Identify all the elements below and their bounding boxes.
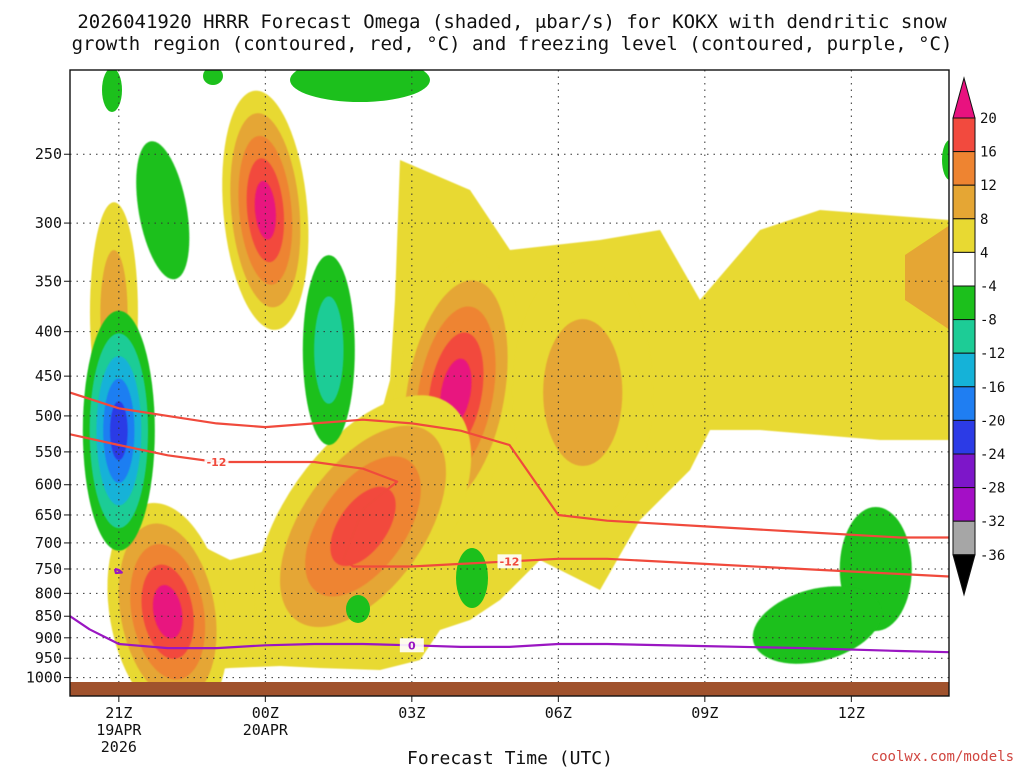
y-tick-label: 800 bbox=[35, 584, 62, 602]
omega-rising-band bbox=[152, 585, 183, 639]
contour-line-1 bbox=[70, 391, 949, 539]
colorbar-label: -8 bbox=[980, 313, 997, 329]
colorbar-label: -16 bbox=[980, 380, 1005, 396]
x-tick-label: 20APR bbox=[243, 721, 289, 739]
x-tick-label: 12Z bbox=[838, 704, 865, 722]
colorbar-swatch bbox=[952, 319, 976, 354]
colorbar-label: 8 bbox=[980, 212, 988, 228]
y-tick-label: 450 bbox=[35, 367, 62, 385]
contour-label: 0 bbox=[408, 639, 416, 652]
plot-frame bbox=[69, 69, 950, 697]
x-tick-label: 2026 bbox=[101, 738, 137, 756]
y-tick-label: 750 bbox=[35, 560, 62, 578]
x-tick-label: 00Z bbox=[252, 704, 279, 722]
contour-label: -12 bbox=[500, 555, 520, 568]
colorbar-swatch bbox=[952, 76, 976, 119]
y-tick-label: 600 bbox=[35, 476, 62, 494]
colorbar-swatch bbox=[952, 419, 976, 455]
colorbar-swatch bbox=[952, 453, 976, 489]
positive-omega-edge-area bbox=[905, 225, 949, 330]
omega-sinking-band bbox=[456, 548, 488, 608]
credit-text: coolwx.com/models bbox=[871, 749, 1014, 765]
colorbar-label: 16 bbox=[980, 145, 997, 161]
x-tick-label: 09Z bbox=[691, 704, 718, 722]
colorbar-label: -36 bbox=[980, 548, 1005, 564]
colorbar-swatch bbox=[952, 487, 976, 522]
contour-label-bg bbox=[399, 638, 424, 653]
colorbar-swatch bbox=[952, 184, 976, 220]
omega-sinking-band bbox=[752, 586, 882, 664]
colorbar-label: 12 bbox=[980, 178, 997, 194]
colorbar-swatch bbox=[952, 520, 976, 556]
colorbar-label: -20 bbox=[980, 413, 1005, 429]
x-tick-label: 06Z bbox=[545, 704, 572, 722]
x-tick-label: 21Z bbox=[105, 704, 132, 722]
omega-sinking-band bbox=[136, 141, 190, 280]
omega-rising-band bbox=[543, 319, 623, 467]
omega-rising-band bbox=[254, 180, 276, 240]
x-tick-label: 19APR bbox=[96, 721, 142, 739]
chart-title-line-1: 2026041920 HRRR Forecast Omega (shaded, … bbox=[77, 11, 947, 33]
y-tick-label: 900 bbox=[35, 629, 62, 647]
colorbar-label: -12 bbox=[980, 346, 1005, 362]
grid-lines bbox=[70, 70, 949, 696]
colorbar-swatch bbox=[952, 352, 976, 388]
chart-title-line-2: growth region (contoured, red, °C) and f… bbox=[72, 33, 953, 55]
x-axis-title: Forecast Time (UTC) bbox=[407, 748, 613, 768]
y-tick-label: 850 bbox=[35, 607, 62, 625]
colorbar-label: -24 bbox=[980, 447, 1005, 463]
contour-label-bg bbox=[497, 554, 522, 569]
omega-sinking-band bbox=[290, 70, 430, 102]
y-axis-ticks: 250 300 350 400 450 500 550 600 650 700 750 800 850 9… bbox=[26, 145, 70, 687]
colorbar-label: 4 bbox=[980, 245, 988, 261]
contour-label: -12 bbox=[207, 456, 227, 469]
colorbar-swatch bbox=[952, 117, 976, 153]
y-tick-label: 1000 bbox=[26, 669, 62, 687]
colorbar: 20 16 12 8 4 -4 -8 -12 -16 -20 -24 -28 -32 -36 bbox=[952, 76, 1005, 597]
y-tick-label: 650 bbox=[35, 506, 62, 524]
colorbar-swatch bbox=[952, 218, 976, 253]
y-tick-label: 300 bbox=[35, 214, 62, 232]
colorbar-swatch bbox=[952, 151, 976, 186]
colorbar-swatch bbox=[952, 554, 976, 597]
y-tick-label: 350 bbox=[35, 272, 62, 290]
colorbar-label: -28 bbox=[980, 481, 1005, 497]
y-tick-label: 500 bbox=[35, 407, 62, 425]
colorbar-swatch bbox=[952, 251, 976, 287]
y-tick-label: 700 bbox=[35, 534, 62, 552]
contour-line-4 bbox=[113, 567, 123, 575]
x-tick-label: 03Z bbox=[398, 704, 425, 722]
omega-sinking-band bbox=[203, 70, 223, 85]
y-tick-label: 250 bbox=[35, 145, 62, 163]
colorbar-label: 20 bbox=[980, 111, 997, 127]
y-tick-label: 950 bbox=[35, 649, 62, 667]
contour-labels: -12 -12 0 bbox=[204, 455, 522, 653]
omega-sinking-band bbox=[314, 296, 344, 404]
ground-bar bbox=[70, 682, 949, 696]
omega-sinking-band bbox=[346, 595, 370, 623]
colorbar-swatch bbox=[952, 386, 976, 421]
omega-sinking-band bbox=[942, 140, 949, 180]
omega-rising-band bbox=[330, 486, 396, 567]
y-tick-label: 400 bbox=[35, 323, 62, 341]
colorbar-label: -4 bbox=[980, 279, 997, 295]
contour-label-bg bbox=[204, 455, 229, 470]
y-tick-label: 550 bbox=[35, 443, 62, 461]
omega-shaded-field bbox=[82, 70, 949, 696]
omega-sinking-band bbox=[102, 70, 122, 112]
colorbar-swatch bbox=[952, 285, 976, 321]
colorbar-label: -32 bbox=[980, 514, 1005, 530]
